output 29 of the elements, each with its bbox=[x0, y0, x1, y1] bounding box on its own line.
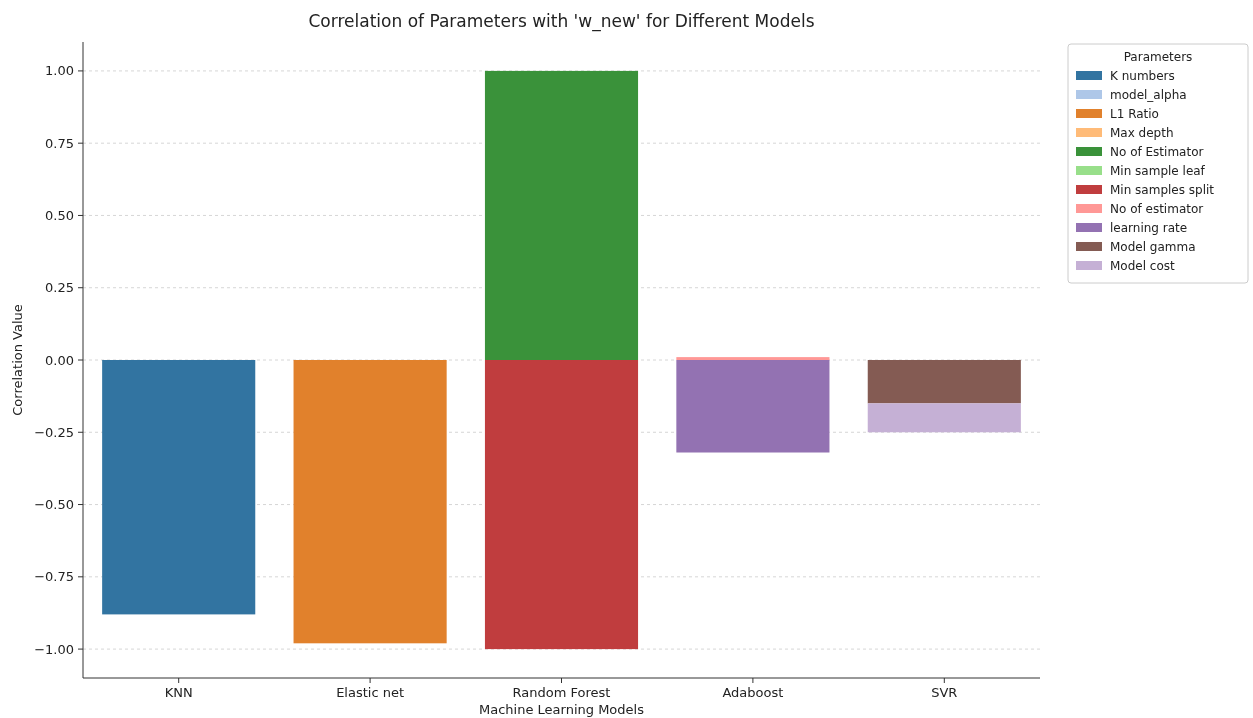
legend-label: No of estimator bbox=[1110, 202, 1204, 217]
x-tick-label: KNN bbox=[164, 685, 193, 700]
legend-label: L1 Ratio bbox=[1110, 107, 1159, 122]
legend-label: Max depth bbox=[1110, 126, 1174, 141]
legend-label: learning rate bbox=[1110, 221, 1188, 236]
x-tick-label: Random Forest bbox=[512, 685, 611, 700]
y-tick-label: 0.25 bbox=[45, 280, 74, 296]
y-tick-label: 0.50 bbox=[45, 208, 74, 223]
chart-title: Correlation of Parameters with 'w_new' for Different Models bbox=[308, 11, 815, 32]
x-axis-title: Machine Learning Models bbox=[479, 702, 645, 717]
y-tick-label: −0.50 bbox=[34, 497, 74, 513]
y-tick-label: 0.00 bbox=[45, 352, 74, 368]
legend-label: No of Estimator bbox=[1110, 145, 1204, 160]
legend-title: Parameters bbox=[1123, 50, 1193, 64]
x-tick-label: SVR bbox=[931, 685, 958, 700]
y-tick-label: 0.75 bbox=[45, 135, 74, 151]
legend-label: Min sample leaf bbox=[1110, 164, 1206, 179]
x-tick-label: Adaboost bbox=[722, 685, 784, 700]
legend-label: Min samples split bbox=[1110, 183, 1215, 198]
y-tick-label: 1.00 bbox=[45, 63, 74, 79]
y-axis-title: Correlation Value bbox=[10, 304, 25, 416]
y-tick-label: −1.00 bbox=[34, 641, 74, 657]
y-tick-label: −0.25 bbox=[34, 424, 74, 440]
legend-label: Model gamma bbox=[1110, 240, 1196, 255]
legend-label: K numbers bbox=[1110, 69, 1175, 84]
y-tick-label: −0.75 bbox=[34, 569, 74, 585]
legend-label: Model cost bbox=[1110, 259, 1176, 274]
legend-label: model_alpha bbox=[1110, 88, 1187, 103]
x-tick-label: Elastic net bbox=[336, 685, 405, 700]
